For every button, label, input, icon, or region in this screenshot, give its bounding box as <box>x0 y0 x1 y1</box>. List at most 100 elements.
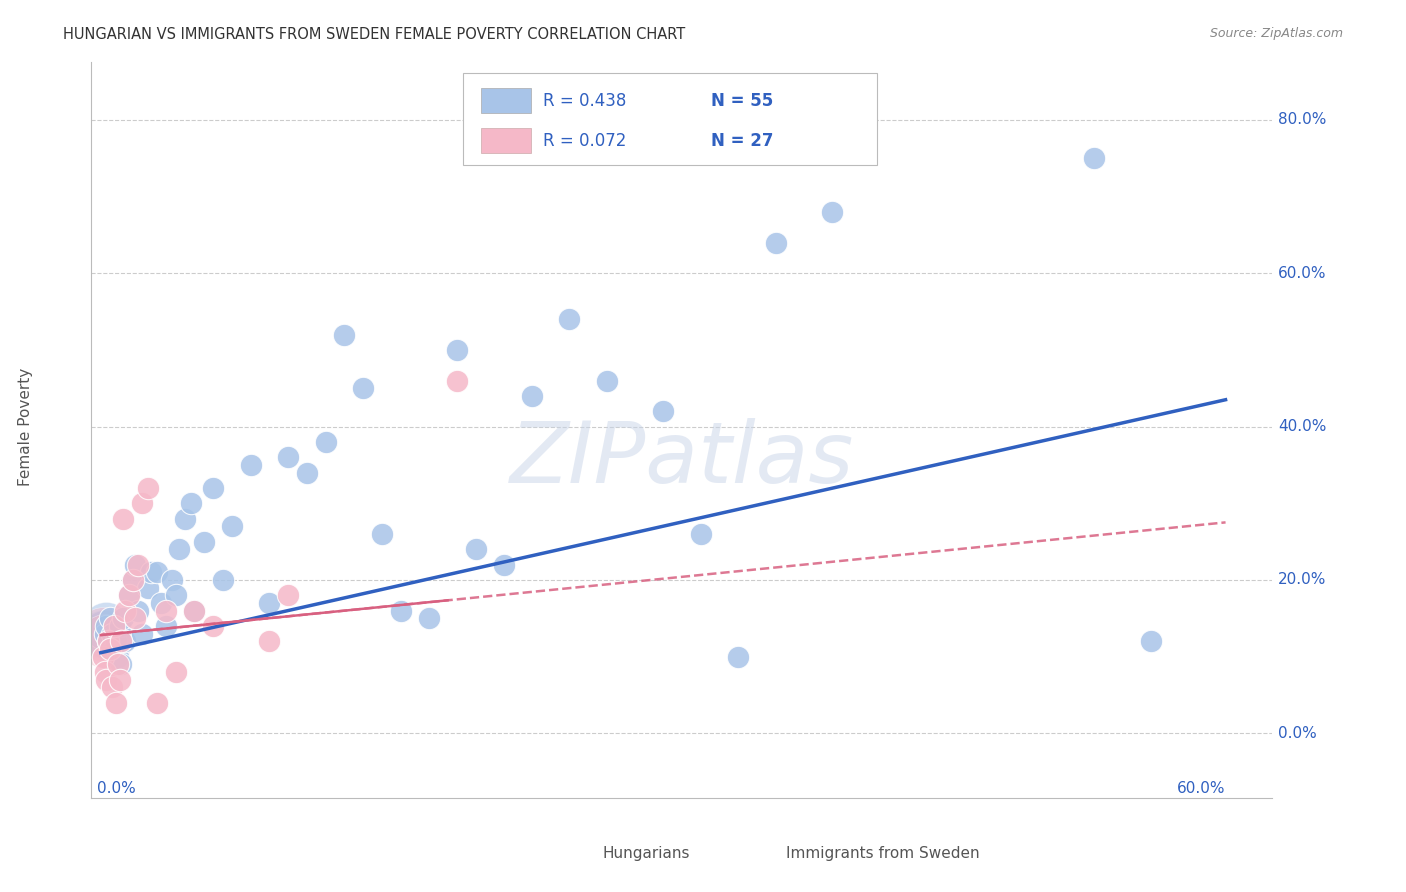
Point <box>446 343 468 357</box>
Point <box>141 565 163 579</box>
Point <box>114 603 136 617</box>
Point <box>118 588 141 602</box>
Point <box>277 450 299 465</box>
Point <box>652 404 675 418</box>
Text: 80.0%: 80.0% <box>1278 112 1326 128</box>
Point <box>221 519 243 533</box>
Point <box>118 588 141 602</box>
Text: 20.0%: 20.0% <box>1278 573 1326 587</box>
Point <box>520 389 543 403</box>
Point <box>91 626 114 640</box>
Point <box>202 481 225 495</box>
Point <box>124 611 146 625</box>
Point <box>93 626 115 640</box>
Point <box>96 673 118 687</box>
Text: Hungarians: Hungarians <box>603 846 690 861</box>
Point <box>202 619 225 633</box>
Text: 40.0%: 40.0% <box>1278 419 1326 434</box>
Point <box>146 565 169 579</box>
Point <box>183 603 205 617</box>
Point <box>558 312 581 326</box>
FancyBboxPatch shape <box>738 844 776 863</box>
Point <box>127 603 149 617</box>
Point <box>112 511 135 525</box>
Point <box>104 696 127 710</box>
Point <box>193 534 215 549</box>
Point <box>93 634 115 648</box>
Point <box>174 511 197 525</box>
Point <box>97 634 120 648</box>
Point <box>121 573 143 587</box>
Text: 60.0%: 60.0% <box>1278 266 1326 281</box>
Text: Female Poverty: Female Poverty <box>18 368 34 485</box>
Point <box>136 481 159 495</box>
Point <box>93 626 115 640</box>
Point <box>333 327 356 342</box>
Text: N = 55: N = 55 <box>711 92 773 110</box>
FancyBboxPatch shape <box>481 128 530 153</box>
Point <box>277 588 299 602</box>
Point <box>295 466 318 480</box>
Point <box>104 634 127 648</box>
Text: 0.0%: 0.0% <box>1278 726 1317 740</box>
Point <box>107 657 129 672</box>
Point <box>110 634 132 648</box>
Point <box>124 558 146 572</box>
Point <box>180 496 202 510</box>
Point <box>765 235 787 250</box>
Text: N = 27: N = 27 <box>711 132 773 150</box>
Point <box>492 558 515 572</box>
Point <box>98 641 121 656</box>
Point <box>1139 634 1161 648</box>
Text: 0.0%: 0.0% <box>97 781 136 796</box>
Point <box>108 673 131 687</box>
Point <box>114 634 136 648</box>
Point <box>183 603 205 617</box>
Point <box>169 542 191 557</box>
Point <box>165 588 187 602</box>
FancyBboxPatch shape <box>555 844 593 863</box>
Point <box>259 596 281 610</box>
Point <box>259 634 281 648</box>
Point <box>239 458 262 472</box>
Point <box>96 619 118 633</box>
Point <box>101 680 124 694</box>
Point <box>211 573 233 587</box>
Point <box>821 205 844 219</box>
Point <box>371 527 394 541</box>
Text: 60.0%: 60.0% <box>1177 781 1226 796</box>
FancyBboxPatch shape <box>481 88 530 113</box>
Point <box>103 619 125 633</box>
Point <box>389 603 412 617</box>
Point <box>315 434 337 449</box>
Text: ZIPatlas: ZIPatlas <box>510 418 853 501</box>
Point <box>103 641 125 656</box>
Point <box>727 649 749 664</box>
Point <box>112 611 135 625</box>
Point <box>418 611 440 625</box>
Point <box>446 374 468 388</box>
Point <box>149 596 172 610</box>
Point <box>107 649 129 664</box>
Point <box>160 573 183 587</box>
Point <box>98 611 121 625</box>
Text: Source: ZipAtlas.com: Source: ZipAtlas.com <box>1209 27 1343 40</box>
Point <box>596 374 619 388</box>
Point <box>155 603 177 617</box>
Point <box>1083 151 1105 165</box>
FancyBboxPatch shape <box>464 73 877 166</box>
Point <box>146 696 169 710</box>
Text: R = 0.072: R = 0.072 <box>543 132 626 150</box>
Point <box>121 573 143 587</box>
Point <box>352 381 374 395</box>
Point <box>101 626 124 640</box>
Point <box>97 634 120 648</box>
Point <box>464 542 486 557</box>
Point <box>689 527 711 541</box>
Point <box>91 649 114 664</box>
Point <box>136 581 159 595</box>
Point <box>155 619 177 633</box>
Text: Immigrants from Sweden: Immigrants from Sweden <box>786 846 980 861</box>
Text: R = 0.438: R = 0.438 <box>543 92 626 110</box>
Point <box>91 626 114 640</box>
